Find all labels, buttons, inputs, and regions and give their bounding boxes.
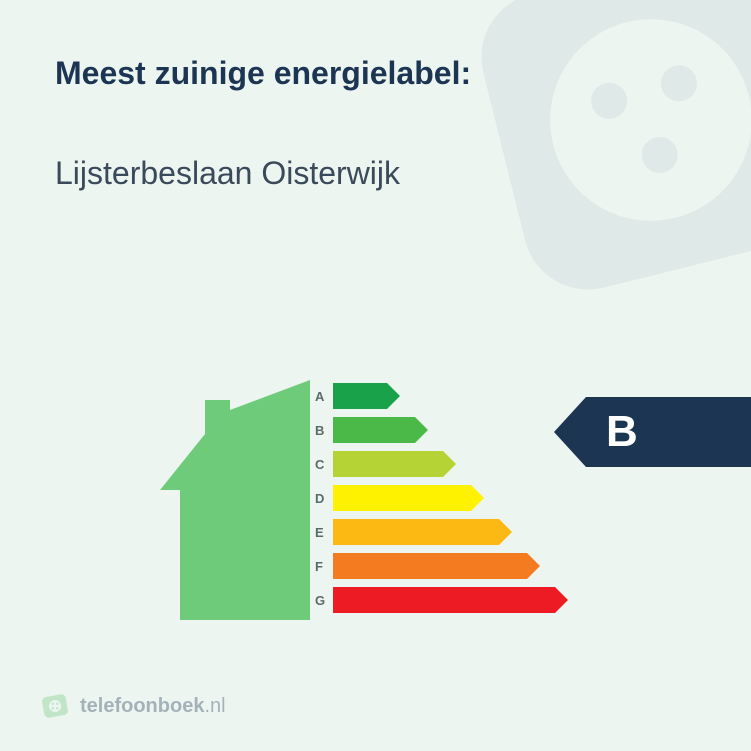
watermark-socket-icon [433,0,751,338]
energy-bar-row: C [315,448,568,480]
energy-bar-row: D [315,482,568,514]
energy-bar-label: G [315,593,333,608]
energy-bars-container: A B C D E F G [315,380,568,618]
energy-bar-label: F [315,559,333,574]
brand-text: telefoonboek.nl [80,695,226,718]
brand-name-thin: .nl [204,695,225,717]
house-icon [160,380,310,600]
energy-bar-label: D [315,491,333,506]
energy-bar-row: F [315,550,568,582]
selected-energy-badge: B [554,397,751,467]
energy-bar-row: A [315,380,568,412]
energy-bar-shape [333,383,400,409]
energy-bar-label: E [315,525,333,540]
energy-bar-shape [333,451,456,477]
selected-energy-label: B [606,407,638,457]
energy-bar-shape [333,587,568,613]
energy-bar-row: G [315,584,568,616]
energy-bar-row: B [315,414,568,446]
brand-icon [40,691,70,721]
energy-bar-label: A [315,389,333,404]
energy-bar-shape [333,553,540,579]
energy-bar-shape [333,519,512,545]
energy-bar-label: C [315,457,333,472]
location-subtitle: Lijsterbeslaan Oisterwijk [55,155,400,192]
footer-brand: telefoonboek.nl [40,691,226,721]
energy-bar-shape [333,485,484,511]
energy-bar-shape [333,417,428,443]
energy-label-chart: A B C D E F G [160,360,590,620]
energy-bar-label: B [315,423,333,438]
page-title: Meest zuinige energielabel: [55,55,471,92]
energy-bar-row: E [315,516,568,548]
brand-name-bold: telefoonboek [80,695,204,717]
